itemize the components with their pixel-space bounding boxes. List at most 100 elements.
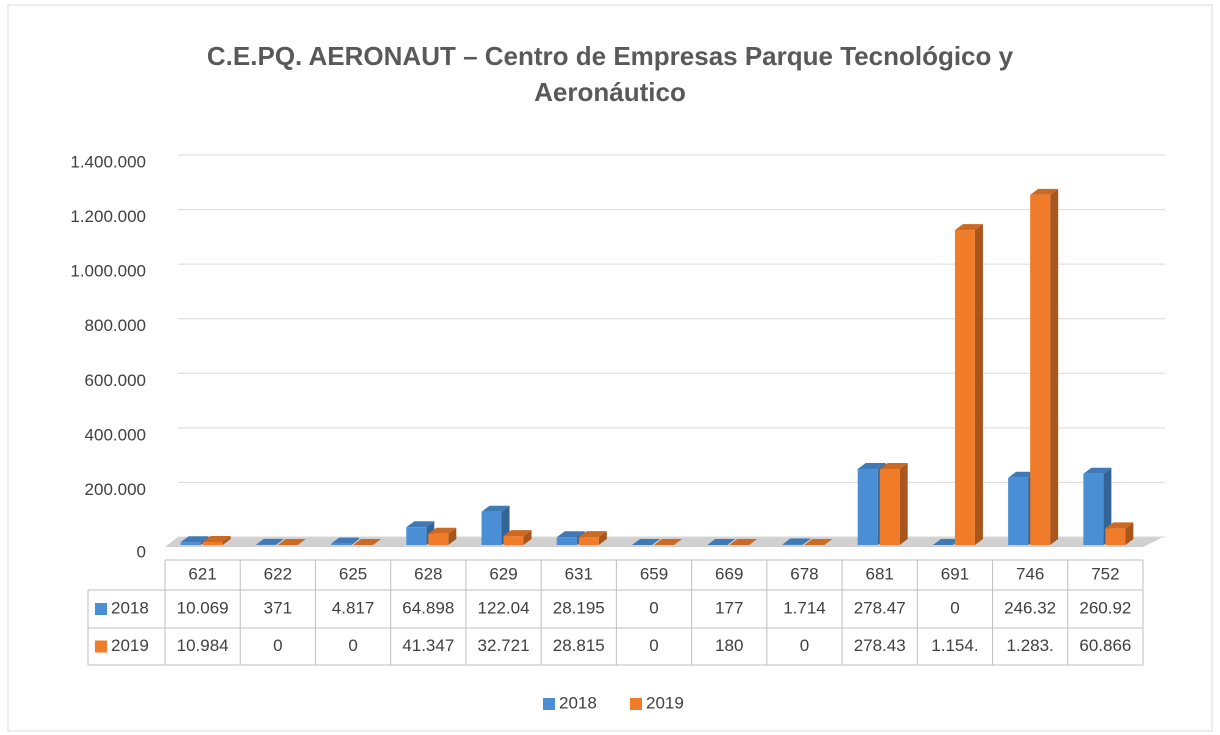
x-tick-label: 678 xyxy=(790,564,818,583)
bar xyxy=(879,469,900,545)
bar-top xyxy=(654,539,682,545)
bar-top xyxy=(1083,467,1112,474)
table-value: 28.195 xyxy=(553,598,605,617)
bar-top xyxy=(729,538,758,545)
legend-swatch xyxy=(543,698,555,710)
x-tick-label: 625 xyxy=(339,564,367,583)
y-tick-label: 1.200.000 xyxy=(70,207,146,226)
x-tick-label: 659 xyxy=(640,564,668,583)
bar-top xyxy=(804,539,833,545)
bar-top xyxy=(578,531,607,538)
bar xyxy=(481,511,502,545)
y-tick-label: 1.000.000 xyxy=(70,262,146,281)
bar-top xyxy=(556,531,585,538)
bar-top xyxy=(428,527,457,534)
bar xyxy=(578,537,599,545)
bar-top xyxy=(1008,471,1037,478)
legend-swatch xyxy=(630,698,642,710)
bar-side xyxy=(222,536,231,545)
table-value: 1.714 xyxy=(783,598,826,617)
y-tick-label: 600.000 xyxy=(85,371,146,390)
table-legend-swatch xyxy=(95,603,107,615)
bar-top xyxy=(180,536,209,543)
bar xyxy=(202,542,223,545)
legend-label: 2019 xyxy=(646,693,684,712)
y-tick-label: 800.000 xyxy=(85,316,146,335)
bar-top xyxy=(932,539,961,545)
table-value: 0 xyxy=(273,636,282,655)
bar xyxy=(180,542,201,545)
table-value: 180 xyxy=(715,636,743,655)
table-value: 0 xyxy=(800,636,809,655)
bar-side xyxy=(275,538,284,545)
bar-top xyxy=(1030,188,1059,195)
table-value: 32.721 xyxy=(478,636,530,655)
y-tick-label: 400.000 xyxy=(85,425,146,444)
table-value: 4.817 xyxy=(332,598,375,617)
bar-top xyxy=(632,539,660,545)
bar xyxy=(1105,528,1126,545)
bar-top xyxy=(879,463,908,470)
bar-top xyxy=(782,538,811,545)
x-tick-label: 746 xyxy=(1016,564,1044,583)
table-value: 122.04 xyxy=(478,598,530,617)
x-tick-label: 628 xyxy=(414,564,442,583)
bar xyxy=(428,533,449,545)
y-tick-label: 1.400.000 xyxy=(70,152,146,171)
bar-side xyxy=(448,527,457,545)
bar xyxy=(406,527,427,545)
bar-top xyxy=(331,537,360,544)
table-value: 10.069 xyxy=(177,598,229,617)
bar-top xyxy=(857,463,886,470)
bar-side xyxy=(351,537,360,545)
bar-top xyxy=(1105,522,1134,529)
table-series-name: 2019 xyxy=(111,636,149,655)
table-value: 1.154. xyxy=(931,636,978,655)
table-value: 177 xyxy=(715,598,743,617)
bar xyxy=(503,536,524,545)
bar-top xyxy=(255,538,284,545)
bar-side xyxy=(974,224,983,545)
x-tick-label: 752 xyxy=(1091,564,1119,583)
bar xyxy=(954,230,975,545)
table-legend-swatch xyxy=(95,640,107,653)
bar xyxy=(857,469,878,545)
bar-side xyxy=(899,463,908,545)
table-value: 28.815 xyxy=(553,636,605,655)
bar-side xyxy=(749,538,758,545)
table-value: 1.283. xyxy=(1007,636,1054,655)
x-tick-label: 669 xyxy=(715,564,743,583)
table-value: 0 xyxy=(950,598,959,617)
table-value: 260.92 xyxy=(1079,598,1131,617)
table-value: 0 xyxy=(649,636,658,655)
table-value: 60.866 xyxy=(1079,636,1131,655)
bar-top xyxy=(277,539,306,545)
y-tick-label: 0 xyxy=(137,542,146,561)
bar-side xyxy=(1050,188,1059,545)
chart-title: C.E.PQ. AERONAUT – Centro de Empresas Pa… xyxy=(206,41,1014,107)
bar-top xyxy=(481,505,510,512)
bar-top xyxy=(202,536,231,543)
x-tick-label: 631 xyxy=(565,564,593,583)
table-value: 278.47 xyxy=(854,598,906,617)
bar-top xyxy=(406,521,435,528)
table-value: 64.898 xyxy=(402,598,454,617)
bar-side xyxy=(727,538,736,545)
bar-side xyxy=(523,530,532,545)
table-value: 246.32 xyxy=(1004,598,1056,617)
bar-top xyxy=(353,539,382,545)
bar-top xyxy=(707,538,736,545)
table-value: 371 xyxy=(264,598,292,617)
x-tick-label: 681 xyxy=(866,564,894,583)
table-value: 41.347 xyxy=(402,636,454,655)
y-tick-label: 200.000 xyxy=(85,480,146,499)
bar-side xyxy=(1125,522,1134,545)
bar-top xyxy=(503,530,532,537)
x-tick-label: 622 xyxy=(264,564,292,583)
x-tick-label: 629 xyxy=(489,564,517,583)
bar-top xyxy=(954,224,983,231)
table-value: 10.984 xyxy=(177,636,229,655)
x-tick-label: 691 xyxy=(941,564,969,583)
legend-label: 2018 xyxy=(559,693,597,712)
